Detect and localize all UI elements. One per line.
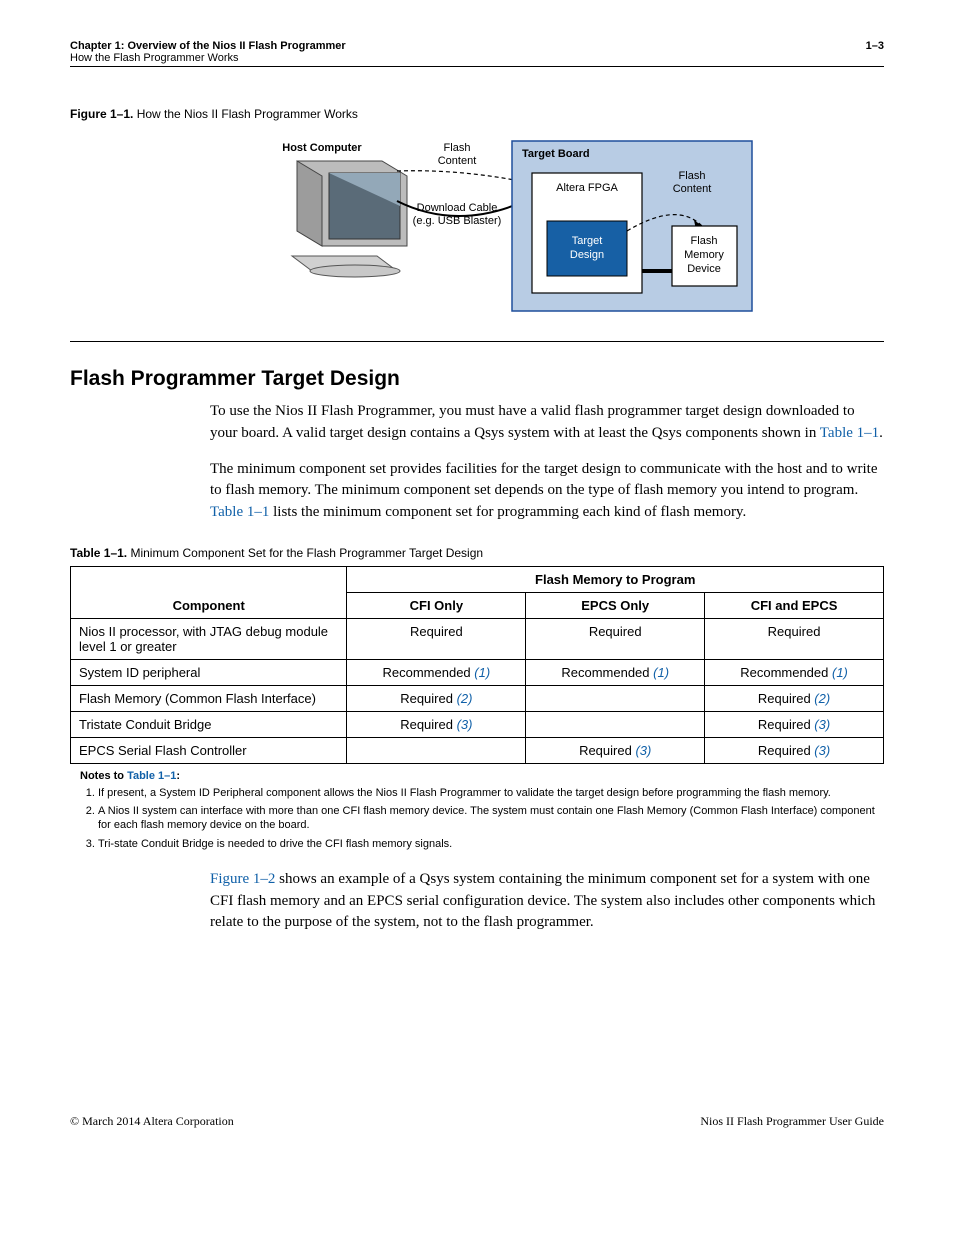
page-footer: © March 2014 Altera Corporation Nios II … <box>70 1114 884 1129</box>
cell-comp: System ID peripheral <box>71 659 347 685</box>
para3-text: shows an example of a Qsys system contai… <box>210 871 875 931</box>
component-table: Component Flash Memory to Program CFI On… <box>70 566 884 764</box>
cell-cfi: Required (3) <box>347 711 526 737</box>
note-item: A Nios II system can interface with more… <box>98 804 884 833</box>
para2: The minimum component set provides facil… <box>210 459 884 524</box>
cell-both: Required (3) <box>705 711 884 737</box>
cell-both: Recommended (1) <box>705 659 884 685</box>
cell-cfi: Required <box>347 618 526 659</box>
th-both: CFI and EPCS <box>705 592 884 618</box>
table-label-bold: Table 1–1. <box>70 546 127 560</box>
flash-content-top-1: Flash <box>444 142 471 154</box>
cell-comp: Nios II processor, with JTAG debug modul… <box>71 618 347 659</box>
page: Chapter 1: Overview of the Nios II Flash… <box>0 0 954 1169</box>
para2-link[interactable]: Table 1–1 <box>210 504 269 520</box>
figure-diagram: Host Computer Flash Content Download Cab… <box>70 131 884 321</box>
th-component: Component <box>71 566 347 618</box>
cell-comp: EPCS Serial Flash Controller <box>71 737 347 763</box>
cell-both: Required (2) <box>705 685 884 711</box>
monitor-icon <box>292 161 407 277</box>
table-row: EPCS Serial Flash Controller Required (3… <box>71 737 884 763</box>
th-epcs: EPCS Only <box>526 592 705 618</box>
cell-comp: Tristate Conduit Bridge <box>71 711 347 737</box>
cell-cfi <box>347 737 526 763</box>
page-header: Chapter 1: Overview of the Nios II Flash… <box>70 40 884 67</box>
th-cfi: CFI Only <box>347 592 526 618</box>
cell-cfi: Required (2) <box>347 685 526 711</box>
cell-both: Required <box>705 618 884 659</box>
table-row: Flash Memory (Common Flash Interface) Re… <box>71 685 884 711</box>
footer-right: Nios II Flash Programmer User Guide <box>700 1114 884 1129</box>
flash-mem-1: Flash <box>691 235 718 247</box>
para2b: lists the minimum component set for prog… <box>269 504 746 520</box>
cell-both: Required (3) <box>705 737 884 763</box>
table-row: Nios II processor, with JTAG debug modul… <box>71 618 884 659</box>
flash-content-top-2: Content <box>438 155 477 167</box>
figure-caption: Figure 1–1. How the Nios II Flash Progra… <box>70 107 884 121</box>
host-computer-label: Host Computer <box>282 142 362 154</box>
cell-epcs: Recommended (1) <box>526 659 705 685</box>
section-title: Flash Programmer Target Design <box>70 367 884 391</box>
flash-mem-2: Memory <box>684 249 724 261</box>
cell-epcs: Required <box>526 618 705 659</box>
para1a: To use the Nios II Flash Programmer, you… <box>210 403 855 441</box>
cell-epcs <box>526 685 705 711</box>
note-item: Tri-state Conduit Bridge is needed to dr… <box>98 837 884 851</box>
target-design-1: Target <box>572 235 603 247</box>
para1: To use the Nios II Flash Programmer, you… <box>210 401 884 445</box>
table-row: Tristate Conduit Bridge Required (3) Req… <box>71 711 884 737</box>
para3: Figure 1–2 shows an example of a Qsys sy… <box>210 869 884 934</box>
dashed-arrow-1 <box>397 171 520 181</box>
figure-label-rest: How the Nios II Flash Programmer Works <box>133 107 358 121</box>
para2a: The minimum component set provides facil… <box>210 461 878 499</box>
table-row: System ID peripheral Recommended (1) Rec… <box>71 659 884 685</box>
target-board-label: Target Board <box>522 148 590 160</box>
para1b: . <box>879 425 883 441</box>
footer-left: © March 2014 Altera Corporation <box>70 1114 234 1129</box>
flash-content-r-2: Content <box>673 183 712 195</box>
target-design-2: Design <box>570 249 604 261</box>
table-notes: Notes to Table 1–1: If present, a System… <box>80 770 884 851</box>
header-sub: How the Flash Programmer Works <box>70 52 346 64</box>
flash-mem-3: Device <box>687 263 721 275</box>
cell-comp: Flash Memory (Common Flash Interface) <box>71 685 347 711</box>
cell-epcs <box>526 711 705 737</box>
cell-epcs: Required (3) <box>526 737 705 763</box>
table-label-rest: Minimum Component Set for the Flash Prog… <box>127 546 483 560</box>
header-chapter: Chapter 1: Overview of the Nios II Flash… <box>70 40 346 52</box>
divider <box>70 341 884 342</box>
figure-label-bold: Figure 1–1. <box>70 107 133 121</box>
note-item: If present, a System ID Peripheral compo… <box>98 786 884 800</box>
table-body: Nios II processor, with JTAG debug modul… <box>71 618 884 763</box>
notes-title: Notes to Table 1–1: <box>80 770 180 782</box>
altera-fpga-label: Altera FPGA <box>556 182 618 194</box>
header-left: Chapter 1: Overview of the Nios II Flash… <box>70 40 346 64</box>
para1-link[interactable]: Table 1–1 <box>820 425 879 441</box>
body-block-2: Figure 1–2 shows an example of a Qsys sy… <box>210 869 884 934</box>
notes-title-b: : <box>176 770 180 782</box>
cell-cfi: Recommended (1) <box>347 659 526 685</box>
notes-title-link[interactable]: Table 1–1 <box>127 770 176 782</box>
para3-link[interactable]: Figure 1–2 <box>210 871 275 887</box>
flash-content-r-1: Flash <box>679 170 706 182</box>
diagram-svg: Host Computer Flash Content Download Cab… <box>197 131 757 321</box>
body-block-1: To use the Nios II Flash Programmer, you… <box>210 401 884 524</box>
table-caption: Table 1–1. Minimum Component Set for the… <box>70 546 884 560</box>
header-pagenum: 1–3 <box>866 40 884 64</box>
th-span: Flash Memory to Program <box>347 566 884 592</box>
notes-title-a: Notes to <box>80 770 127 782</box>
